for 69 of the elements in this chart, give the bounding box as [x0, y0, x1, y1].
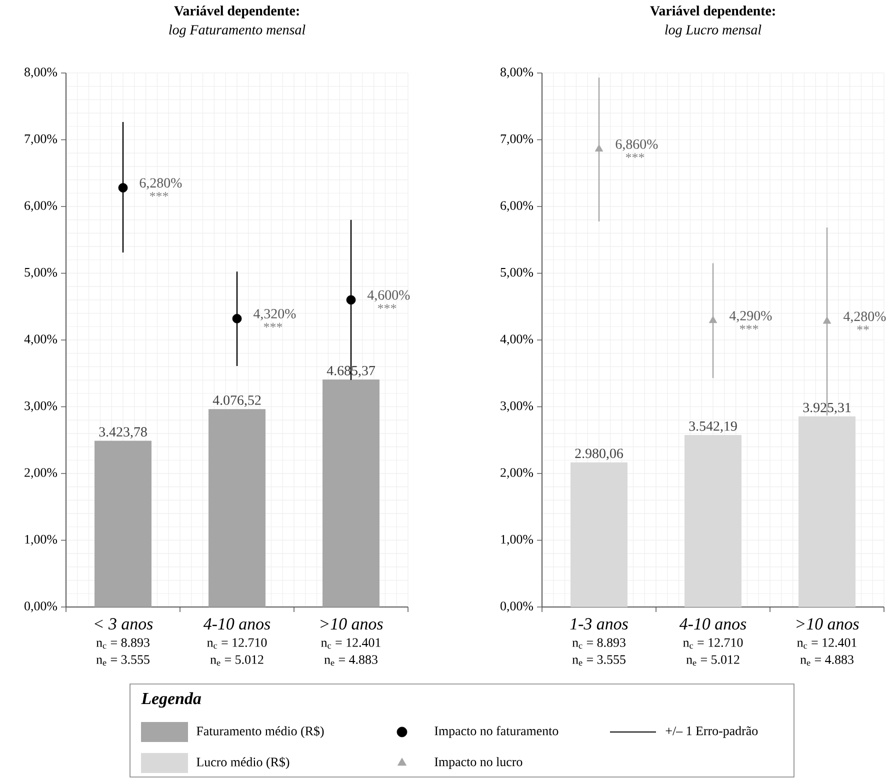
annotation: ***: [150, 192, 168, 197]
point: [594, 144, 604, 152]
y-tick-label: 3,00%: [24, 401, 58, 412]
text: n$_{e}$ = 4.883: [800, 655, 854, 666]
annotation: 4,600%: [367, 290, 410, 302]
y-tick-label: 7,00%: [500, 134, 534, 146]
x-tick-label: 4-10 anos: [679, 618, 746, 630]
data-label: 2.980,06: [575, 448, 624, 460]
text: n$_{e}$ = 5.012: [686, 655, 740, 666]
legend-label: Lucro médio (R$): [196, 756, 290, 770]
text: n$_{e}$ = 3.555: [96, 655, 150, 666]
y-tick-label: 3,00%: [500, 401, 534, 412]
x-tick-label: >10 anos: [320, 618, 383, 630]
x-tick-label: 1-3 anos: [570, 618, 628, 630]
y-tick-label: 6,00%: [500, 201, 534, 212]
annotation: ***: [264, 322, 282, 328]
chart-title: Variável dependente:: [650, 6, 775, 18]
y-tick-label: 5,00%: [500, 268, 534, 279]
x-tick-label: 4-10 anos: [203, 618, 270, 630]
text: n$_{e}$ = 5.012: [210, 655, 264, 666]
chart-subtitle: log Faturamento mensal: [169, 24, 306, 38]
text: n$_{c}$ = 12.401: [321, 638, 380, 649]
y-tick-label: 8,00%: [500, 68, 534, 78]
point: [708, 316, 718, 324]
data-label: 3.925,31: [803, 402, 851, 414]
y-tick-label: 1,00%: [501, 534, 534, 546]
text: n$_{e}$ = 4.883: [324, 655, 378, 666]
y-tick-label: 0,00%: [500, 602, 534, 612]
legend-title: Legenda: [141, 692, 202, 708]
data-label: 3.423,78: [99, 427, 147, 439]
chart-title: Variável dependente:: [174, 6, 299, 18]
legend-label: Impacto no lucro: [434, 757, 522, 769]
y-tick-label: 4,00%: [24, 334, 58, 346]
text: n$_{c}$ = 12.710: [683, 638, 743, 649]
point: [822, 316, 832, 324]
annotation: 4,290%: [729, 310, 772, 322]
y-tick-label: 2,00%: [500, 468, 534, 479]
annotation: 6,860%: [616, 139, 658, 151]
text: n$_{e}$ = 3.555: [572, 655, 626, 666]
y-tick-label: 5,00%: [24, 268, 58, 279]
y-tick-label: 0,00%: [24, 602, 58, 612]
point: [346, 295, 356, 305]
y-tick-label: 7,00%: [24, 134, 58, 146]
annotation: 4,320%: [253, 308, 296, 320]
y-tick-label: 6,00%: [24, 201, 58, 212]
text: n$_{c}$ = 8.893: [572, 638, 626, 649]
text: n$_{c}$ = 8.893: [96, 638, 150, 649]
annotation: ***: [378, 304, 396, 309]
data-label: 3.542,19: [689, 421, 737, 433]
annotation: 6,280%: [140, 178, 182, 190]
point: [232, 314, 242, 324]
y-tick-label: 4,00%: [500, 334, 534, 346]
annotation: **: [857, 325, 869, 330]
y-tick-label: 1,00%: [25, 534, 58, 546]
text: n$_{c}$ = 12.401: [797, 638, 856, 649]
y-tick-label: 8,00%: [24, 68, 58, 78]
data-label: 4.076,52: [212, 395, 261, 407]
legend-label: Impacto no faturamento: [434, 726, 558, 738]
y-tick-label: 2,00%: [24, 468, 58, 479]
text: +/– 1 Erro-padrão: [666, 726, 758, 738]
annotation: 4,280%: [843, 312, 886, 324]
annotation: ***: [740, 324, 758, 330]
text: n$_{c}$ = 12.710: [207, 638, 267, 649]
x-tick-label: >10 anos: [796, 618, 859, 630]
x-tick-label: < 3 anos: [94, 618, 153, 630]
legend-label: Faturamento médio (R$): [196, 726, 324, 738]
annotation: ***: [626, 153, 644, 158]
point: [118, 183, 128, 192]
chart-subtitle: log Lucro mensal: [665, 24, 762, 38]
